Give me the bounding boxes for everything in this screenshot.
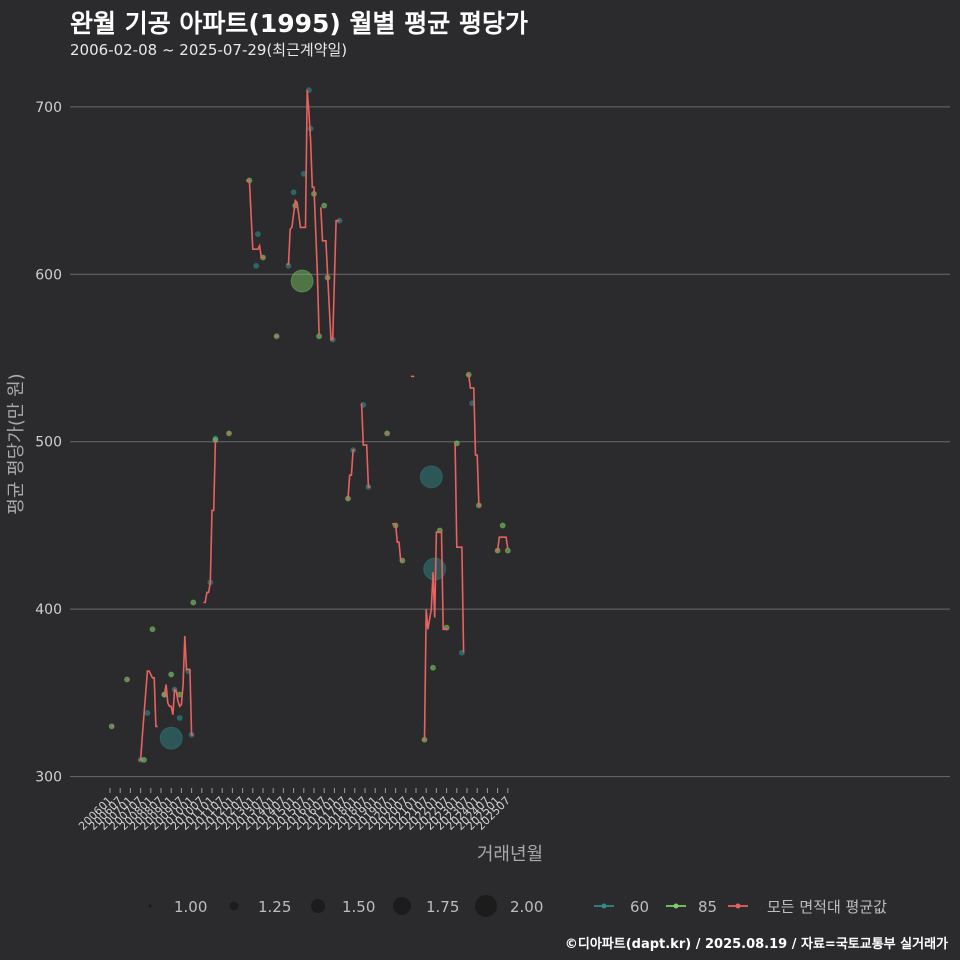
chart-title: 완월 기공 아파트(1995) 월별 평균 평당가 <box>70 9 528 38</box>
color-legend-label: 모든 면적대 평균값 <box>767 898 887 916</box>
y-axis-label: 평균 평당가(만 원) <box>6 373 27 514</box>
point-60 <box>253 262 260 269</box>
size-legend-symbol <box>311 899 325 913</box>
chart-subtitle: 2006-02-08 ~ 2025-07-29(최근계약일) <box>70 41 348 59</box>
credit-text: ©디아파트(dapt.kr) / 2025.08.19 / 자료=국토교통부 실… <box>564 937 948 952</box>
size-legend-symbol <box>229 901 239 911</box>
y-tick-label: 400 <box>35 602 62 618</box>
size-legend-label: 1.75 <box>426 898 459 916</box>
y-axis-ticks: 300 400 500 600 700 <box>35 100 62 786</box>
average-line <box>162 635 194 736</box>
point-85 <box>168 671 175 678</box>
y-tick-label: 600 <box>35 267 62 283</box>
average-line <box>286 90 320 335</box>
x-axis-label: 거래년월 <box>477 844 543 865</box>
color-legend-label: 60 <box>630 898 649 916</box>
average-line-series <box>111 90 509 761</box>
y-tick-label: 700 <box>35 100 62 116</box>
point-85 <box>499 522 506 529</box>
series-85-points <box>108 177 511 763</box>
size-legend-symbol <box>393 897 411 915</box>
point-85 <box>290 269 314 293</box>
point-60 <box>290 189 297 196</box>
y-tick-label: 500 <box>35 435 62 451</box>
point-60 <box>254 231 261 238</box>
average-line <box>138 670 158 761</box>
color-legend-dot <box>601 903 607 909</box>
size-legend-label: 1.25 <box>258 898 291 916</box>
y-tick-label: 300 <box>35 770 62 786</box>
point-85 <box>190 599 197 606</box>
point-60 <box>176 715 183 722</box>
color-legend-dot <box>735 903 741 909</box>
average-line <box>495 536 509 552</box>
point-60 <box>144 709 151 716</box>
average-line <box>320 207 340 341</box>
size-legend-label: 1.50 <box>342 898 375 916</box>
color-legend-label: 85 <box>698 898 717 916</box>
average-line <box>346 449 355 500</box>
point-85 <box>321 202 328 209</box>
average-line <box>454 443 465 653</box>
average-line <box>422 531 445 741</box>
average-line <box>360 403 371 488</box>
point-60 <box>419 465 443 489</box>
average-line <box>392 522 403 562</box>
grid-lines <box>70 106 950 778</box>
size-legend-label: 2.00 <box>510 898 543 916</box>
point-85 <box>430 664 436 671</box>
average-line <box>246 179 265 259</box>
size-legend-label: 1.00 <box>174 898 207 916</box>
point-85 <box>149 626 156 633</box>
size-legend-symbol <box>475 895 497 917</box>
average-line <box>203 440 218 604</box>
average-line <box>467 373 481 507</box>
point-60 <box>159 726 183 750</box>
size-legend-symbol <box>148 904 152 908</box>
color-legend-dot <box>673 903 679 909</box>
x-axis-ticks: 2006012006072007012007072008012008072009… <box>76 788 513 833</box>
point-85 <box>141 756 147 763</box>
legend: 1.00 1.25 1.50 1.75 2.00 60 85 모든 면적대 평균값 <box>148 895 887 917</box>
